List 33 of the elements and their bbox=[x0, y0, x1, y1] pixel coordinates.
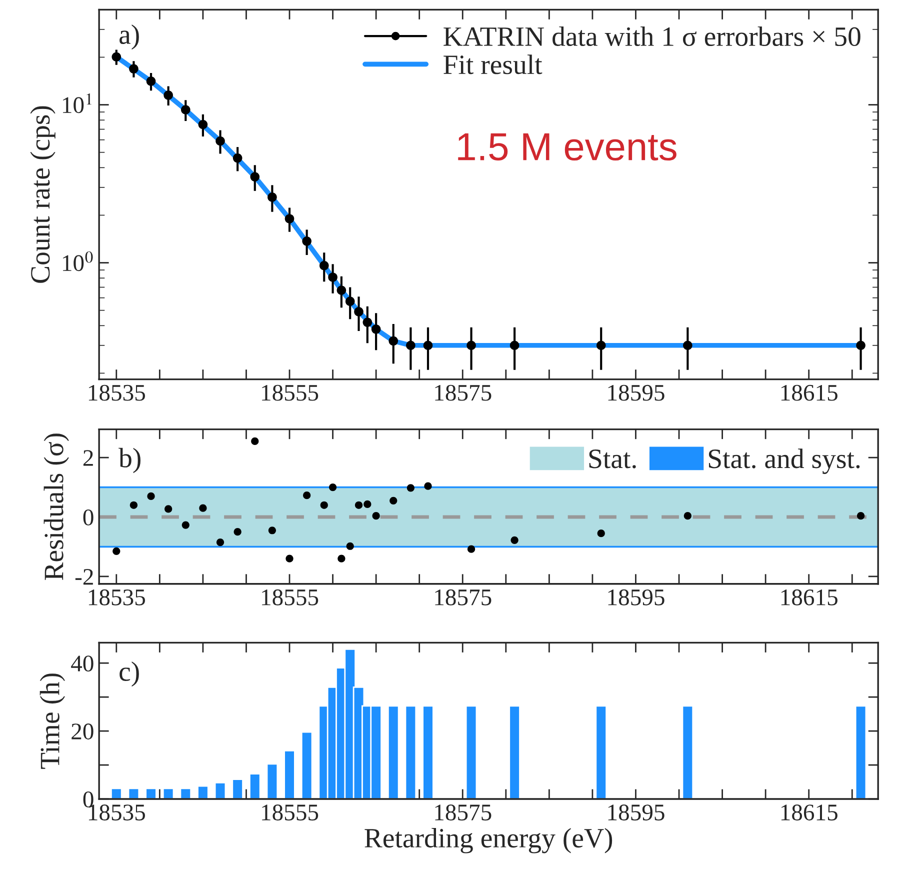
x-tick-label: 18615 bbox=[781, 804, 838, 820]
x-tick-label: 18555 bbox=[262, 804, 318, 820]
x-tick-label: 18535 bbox=[88, 384, 145, 401]
annotation: a) bbox=[120, 24, 139, 50]
y-axis-title: Time (h) bbox=[40, 674, 66, 769]
legend-label: Stat. and syst. bbox=[708, 448, 860, 474]
y-tick-label: 40 bbox=[71, 656, 94, 672]
x-tick-label: 18595 bbox=[608, 589, 664, 606]
y-tick-label: -2 bbox=[75, 569, 93, 585]
y-tick-label: 10$^{1}$ bbox=[63, 93, 92, 114]
y-tick-label: 2 bbox=[83, 450, 93, 466]
y-tick-label: 10$^{0}$ bbox=[63, 251, 93, 272]
x-axis-title: Retarding energy (eV) bbox=[364, 828, 612, 854]
x-tick-label: 18555 bbox=[262, 589, 318, 606]
x-tick-label: 18535 bbox=[88, 589, 145, 606]
x-tick-label: 18615 bbox=[781, 589, 838, 606]
annotation: c) bbox=[120, 661, 139, 687]
x-tick-label: 18575 bbox=[435, 384, 492, 401]
x-tick-label: 18595 bbox=[608, 384, 664, 401]
legend-label: KATRIN data with 1 σ errorbars × 50 bbox=[444, 26, 860, 46]
y-axis-title: Count rate (cps) bbox=[30, 106, 56, 283]
y-tick-label: 20 bbox=[72, 724, 94, 740]
x-tick-label: 18555 bbox=[262, 384, 318, 401]
x-tick-label: 18575 bbox=[435, 804, 492, 820]
legend-label: Stat. bbox=[589, 450, 636, 468]
annotation: 1.5 M events bbox=[458, 133, 676, 161]
x-tick-label: 18615 bbox=[781, 384, 838, 401]
y-tick-label: 0 bbox=[83, 510, 94, 526]
x-tick-label: 18575 bbox=[435, 589, 492, 606]
annotation: b) bbox=[118, 448, 140, 474]
y-axis-title: Residuals (σ) bbox=[44, 434, 69, 580]
x-tick-label: 18595 bbox=[608, 804, 664, 820]
legend-label: Fit result bbox=[444, 54, 542, 74]
